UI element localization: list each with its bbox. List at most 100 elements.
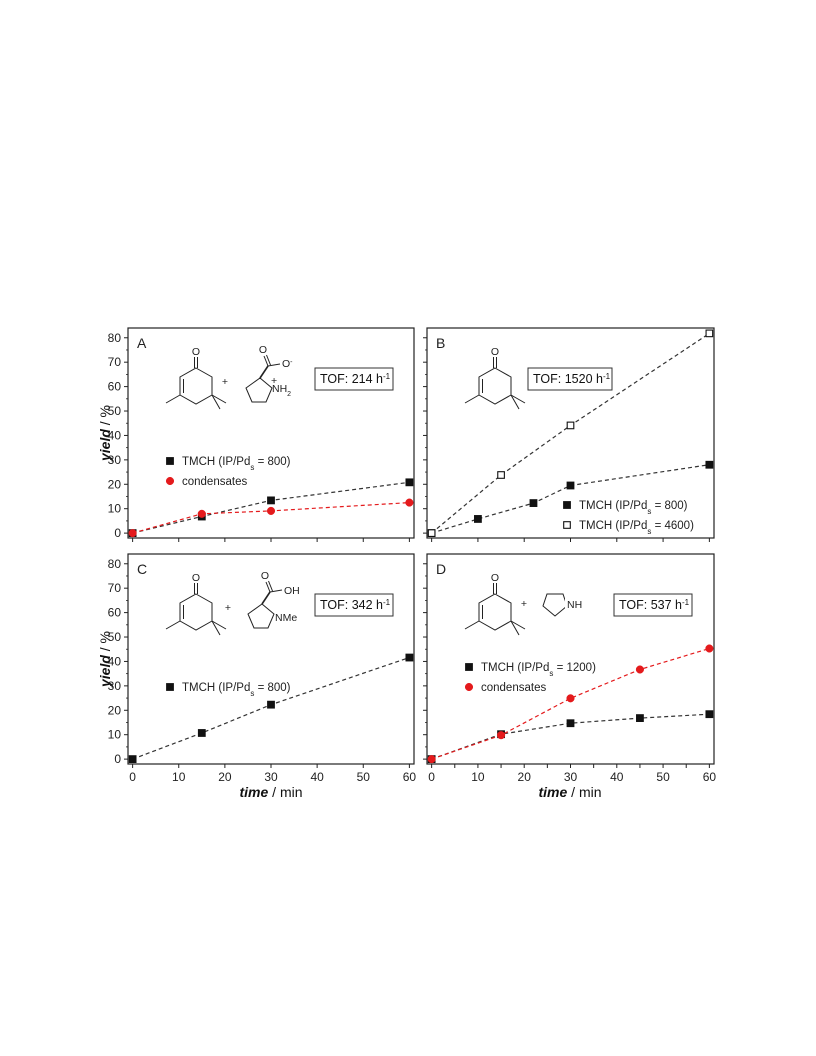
y-tick-label: 70 bbox=[108, 581, 122, 595]
y-axis-title-italic: yield bbox=[97, 429, 113, 462]
legend-subscript: s bbox=[647, 527, 651, 536]
oxygen-label: O bbox=[261, 570, 269, 582]
legend-marker bbox=[464, 682, 474, 692]
legend-marker bbox=[166, 457, 174, 465]
methyl-bond bbox=[464, 394, 480, 404]
isophorone-structure: O bbox=[165, 346, 227, 410]
data-point bbox=[529, 499, 538, 507]
data-point bbox=[497, 731, 506, 740]
plot-frame bbox=[127, 327, 415, 539]
methyl-bond bbox=[165, 620, 181, 630]
y-axis-title: yield / % bbox=[97, 405, 113, 462]
legend-subscript: s bbox=[250, 689, 254, 698]
x-axis-title-italic: time bbox=[239, 784, 268, 800]
methyl-bond bbox=[211, 620, 221, 636]
x-axis-title-italic: time bbox=[538, 784, 567, 800]
series-line bbox=[132, 656, 410, 760]
legend-marker bbox=[166, 683, 174, 691]
hydroxyl-bond bbox=[269, 589, 283, 593]
tof-superscript: -1 bbox=[603, 372, 611, 381]
legend-marker bbox=[563, 521, 571, 529]
panel-letter: B bbox=[436, 335, 445, 351]
y-tick-label: 10 bbox=[108, 502, 122, 516]
data-point bbox=[267, 700, 275, 709]
x-tick-label: 20 bbox=[518, 770, 532, 784]
oxygen-label: O bbox=[192, 572, 200, 584]
ring-bond bbox=[245, 377, 273, 403]
data-point bbox=[566, 694, 575, 703]
methyl-bond bbox=[464, 620, 480, 630]
data-point bbox=[405, 478, 414, 487]
legend-label: TMCH (IP/Pds = 800) bbox=[579, 500, 688, 516]
data-point bbox=[635, 665, 644, 674]
subscript-2: 2 bbox=[287, 391, 291, 398]
methyl-bond bbox=[510, 394, 520, 410]
charge-minus: - bbox=[290, 359, 293, 366]
panel-letter: A bbox=[137, 335, 147, 351]
series-line bbox=[132, 481, 410, 534]
legend-marker bbox=[165, 476, 175, 486]
x-axis-title-unit: / min bbox=[268, 784, 302, 800]
hydroxyl-label: OH bbox=[284, 585, 300, 597]
ring-bond bbox=[478, 367, 512, 405]
ring-bond bbox=[542, 593, 568, 617]
legend-label-tail: = 800) bbox=[651, 500, 687, 512]
y-tick-label: 10 bbox=[108, 728, 122, 742]
data-point bbox=[566, 421, 575, 430]
tof-box bbox=[527, 367, 613, 391]
data-point bbox=[705, 710, 714, 719]
label-mask bbox=[565, 598, 581, 610]
isophorone-structure: O bbox=[464, 346, 526, 410]
ammonium-label: NH2 bbox=[272, 383, 291, 398]
x-tick-label: 60 bbox=[403, 770, 417, 784]
carbonyl-bond bbox=[265, 581, 271, 593]
pyrrolidine-structure: NH bbox=[542, 593, 582, 617]
panel-D: 0 10 20 30 40 50 60 D TMCH (IP/Pds = 1200) conden… bbox=[423, 553, 716, 784]
legend-marker bbox=[563, 501, 571, 509]
legend-label: TMCH (IP/Pds = 800) bbox=[182, 682, 291, 698]
ring-bond bbox=[478, 593, 512, 631]
y-tick-label: 40 bbox=[108, 654, 122, 668]
panel-A: 0 10 20 30 40 50 60 70 80 A TMCH (IP/Pds = 800) con… bbox=[108, 327, 415, 542]
carbonyl-bond bbox=[263, 355, 269, 367]
tof-label: TOF: 214 h-1 bbox=[320, 372, 391, 387]
methyl-bond bbox=[165, 394, 181, 404]
data-point bbox=[405, 498, 414, 507]
x-tick-label: 10 bbox=[471, 770, 485, 784]
y-tick-label: 80 bbox=[108, 331, 122, 345]
data-point bbox=[405, 653, 414, 662]
data-point bbox=[636, 714, 644, 722]
data-point bbox=[266, 506, 276, 515]
data-point bbox=[128, 529, 137, 538]
carbonyl-bond bbox=[266, 354, 271, 366]
charge-plus: + bbox=[271, 375, 277, 387]
y-tick-label: 30 bbox=[108, 453, 122, 467]
data-point bbox=[427, 755, 436, 764]
x-tick-label: 0 bbox=[428, 770, 435, 784]
legend-subscript: s bbox=[647, 507, 651, 516]
y-tick-label: 70 bbox=[108, 355, 122, 369]
plot-frame bbox=[127, 553, 415, 765]
legend-label: TMCH (IP/Pds = 4600) bbox=[579, 520, 694, 536]
legend-label-tail: = 800) bbox=[254, 456, 290, 468]
panel-letter: C bbox=[137, 561, 147, 577]
x-tick-label: 20 bbox=[218, 770, 232, 784]
y-tick-label: 30 bbox=[108, 679, 122, 693]
data-point bbox=[197, 509, 206, 518]
methyl-bond bbox=[211, 620, 227, 630]
y-axis-title-unit: / % bbox=[97, 631, 113, 655]
x-tick-label: 10 bbox=[172, 770, 186, 784]
plus-sign: + bbox=[521, 598, 527, 610]
tof-superscript: -1 bbox=[383, 372, 391, 381]
data-point bbox=[497, 471, 505, 479]
y-tick-label: 40 bbox=[108, 428, 122, 442]
x-tick-label: 40 bbox=[610, 770, 624, 784]
series-line bbox=[431, 332, 710, 534]
data-point bbox=[566, 719, 575, 728]
x-tick-label: 30 bbox=[264, 770, 278, 784]
data-point bbox=[267, 496, 275, 505]
y-tick-label: 0 bbox=[114, 752, 121, 766]
tof-label: TOF: 537 h-1 bbox=[619, 598, 690, 613]
panel-letter: D bbox=[436, 561, 446, 577]
methyl-bond bbox=[510, 394, 526, 404]
